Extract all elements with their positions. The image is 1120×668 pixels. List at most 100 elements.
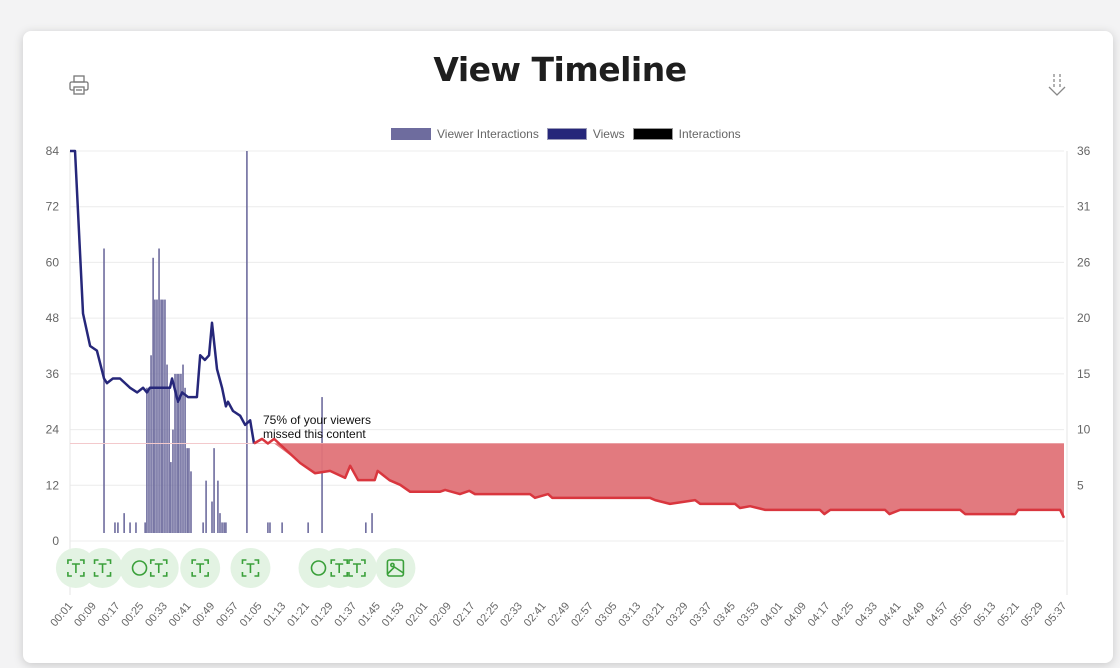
x-axis-tick-label: 02:17 (451, 600, 478, 629)
right-axis-tick-label: 31 (1077, 200, 1091, 214)
left-axis-tick-label: 60 (46, 255, 60, 269)
annotation-line1: 75% of your viewers (263, 413, 371, 427)
text-icon (330, 559, 349, 577)
x-axis-tick-label: 05:05 (948, 600, 975, 629)
legend-item-interactions[interactable]: Interactions (632, 127, 741, 141)
x-axis-tick-label: 05:13 (971, 600, 998, 629)
text-icon (348, 559, 366, 577)
image-frame (386, 559, 405, 577)
viewer-interactions-bar (281, 522, 283, 533)
x-axis-tick-label: 01:53 (380, 600, 407, 629)
x-axis-tick-label: 02:33 (498, 600, 525, 629)
viewer-interactions-bar (223, 522, 225, 533)
quiz-circle (131, 560, 148, 576)
x-axis-tick-label: 02:57 (569, 600, 596, 629)
missed-content-area (254, 443, 1065, 518)
viewer-interactions-bar (168, 387, 170, 533)
page-title: View Timeline (433, 50, 687, 89)
right-axis-tick-label: 10 (1077, 423, 1091, 437)
right-axis-tick-label: 15 (1077, 367, 1091, 381)
x-axis-tick-label: 05:21 (995, 600, 1022, 629)
viewer-interactions-bar (156, 299, 158, 533)
x-axis-tick-label: 00:33 (143, 600, 170, 629)
viewer-interactions-bar (117, 522, 119, 533)
viewer-interactions-bar (217, 480, 219, 533)
image-sun (390, 562, 395, 568)
viewer-interactions-bar (213, 448, 215, 533)
x-axis-tick-label: 05:37 (1042, 600, 1069, 629)
viewer-interactions-bar (188, 448, 190, 533)
left-axis-tick-label: 36 (46, 367, 60, 381)
right-axis-tick-label: 26 (1077, 255, 1091, 269)
x-axis-tick-label: 01:37 (332, 600, 359, 629)
viewer-interactions-bar (148, 387, 150, 533)
text-glyph (67, 559, 85, 577)
viewer-interactions-bar (202, 522, 204, 533)
x-axis-tick-label: 04:09 (782, 600, 809, 629)
left-axis-tick-label: 0 (52, 534, 59, 548)
legend-swatch (391, 128, 431, 140)
viewer-interactions-bar (190, 471, 192, 533)
x-axis-tick-label: 03:29 (664, 600, 691, 629)
views-line (70, 149, 256, 444)
x-axis-tick-label: 01:13 (261, 600, 288, 629)
text-icon (93, 559, 112, 577)
viewer-interactions-bar (164, 299, 166, 533)
x-axis-tick-label: 03:05 (593, 600, 620, 629)
quiz-icon (131, 560, 148, 576)
viewer-interactions-bar (246, 151, 248, 533)
x-axis-tick-label: 02:01 (403, 600, 430, 629)
left-axis-tick-label: 12 (46, 478, 60, 492)
viewer-interactions-bar (154, 299, 156, 533)
viewer-interactions-bar (150, 355, 152, 533)
text-icon (241, 559, 260, 577)
download-icon[interactable] (1046, 72, 1068, 103)
viewer-interactions-bar (211, 501, 213, 533)
x-axis-tick-label: 04:01 (758, 600, 785, 629)
viewer-interactions-bar (178, 373, 180, 533)
x-axis-tick-label: 02:09 (427, 600, 454, 629)
viewer-interactions-bar (180, 373, 182, 533)
viewer-interactions-bar (166, 364, 168, 533)
left-axis-tick-label: 24 (46, 423, 60, 437)
left-axis-tick-label: 84 (46, 144, 60, 158)
viewer-interactions-bar (219, 513, 221, 533)
annotation-line2: missed this content (263, 427, 366, 441)
x-axis-tick-label: 04:25 (829, 600, 856, 629)
x-axis-tick-label: 05:29 (1019, 600, 1046, 629)
right-axis-tick-label: 5 (1077, 478, 1084, 492)
text-glyph (149, 559, 168, 577)
legend-item-viewer-interactions[interactable]: Viewer Interactions (391, 127, 539, 141)
right-axis-tick-label: 36 (1077, 144, 1091, 158)
image-icon (386, 559, 405, 577)
text-glyph (330, 559, 349, 577)
x-axis-tick-label: 03:13 (616, 600, 643, 629)
viewer-interactions-bar (186, 448, 188, 533)
viewer-interactions-bar (205, 480, 207, 533)
image-mountain (386, 565, 404, 575)
viewer-interactions-bar (365, 522, 367, 533)
x-axis-tick-label: 03:37 (687, 600, 714, 629)
x-axis-tick-label: 01:05 (238, 600, 265, 629)
viewer-interactions-bar (307, 522, 309, 533)
viewer-interactions-bar (160, 299, 162, 533)
viewer-interactions-bar (371, 513, 373, 533)
printer-icon[interactable] (68, 74, 90, 101)
x-axis-tick-label: 01:45 (356, 600, 383, 629)
viewer-interactions-bar (170, 462, 172, 533)
text-icon (67, 559, 85, 577)
legend-swatch (546, 128, 587, 140)
x-axis-tick-label: 04:57 (924, 600, 951, 629)
legend-label: Interactions (678, 127, 741, 141)
x-axis-tick-label: 02:25 (474, 600, 501, 629)
viewer-interactions-bar (158, 248, 160, 533)
viewer-interactions-bar (162, 299, 164, 533)
viewer-interactions-bar (267, 522, 269, 533)
text-glyph (93, 559, 112, 577)
viewer-interactions-bar (144, 522, 146, 533)
views-line-missed (253, 437, 1066, 519)
text-glyph (241, 559, 260, 577)
legend-item-views[interactable]: Views (546, 127, 625, 141)
x-axis-tick-label: 00:57 (214, 600, 241, 629)
viewer-interactions-bar (176, 373, 178, 533)
